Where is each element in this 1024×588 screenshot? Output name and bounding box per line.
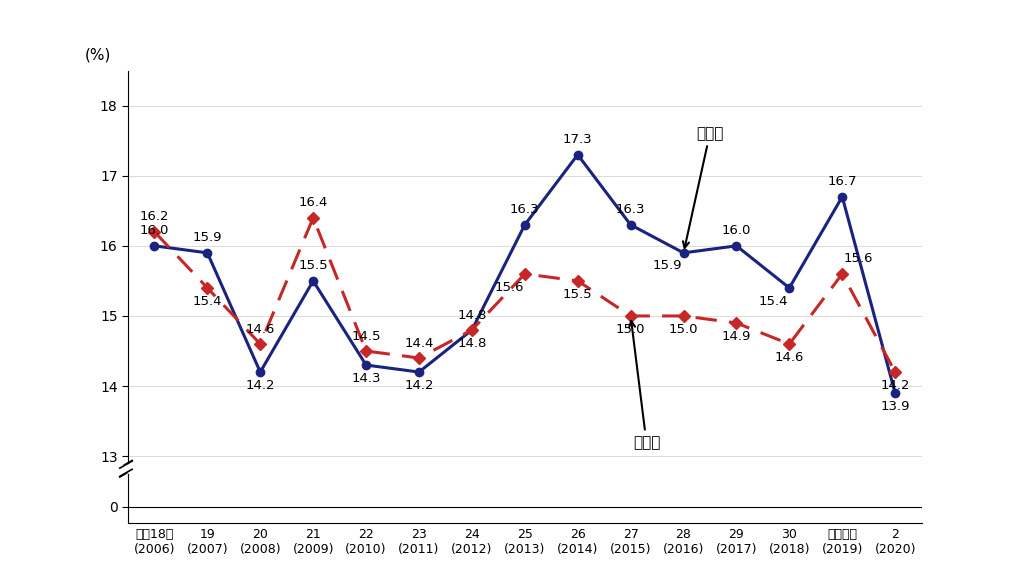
Text: 14.8: 14.8 bbox=[457, 336, 486, 350]
Text: 15.4: 15.4 bbox=[193, 295, 222, 308]
Text: 15.4: 15.4 bbox=[759, 295, 788, 308]
Text: 15.0: 15.0 bbox=[615, 323, 645, 336]
Text: 14.8: 14.8 bbox=[457, 309, 486, 322]
Text: 14.2: 14.2 bbox=[404, 379, 434, 392]
Text: 14.6: 14.6 bbox=[246, 323, 275, 336]
Text: (%): (%) bbox=[84, 48, 111, 63]
Text: 15.9: 15.9 bbox=[193, 232, 222, 245]
Text: 14.4: 14.4 bbox=[404, 336, 434, 350]
Text: 15.6: 15.6 bbox=[844, 252, 872, 265]
Text: 15.9: 15.9 bbox=[653, 259, 682, 272]
Text: 16.7: 16.7 bbox=[827, 175, 857, 188]
Text: 16.3: 16.3 bbox=[510, 203, 540, 216]
Text: 15.6: 15.6 bbox=[495, 280, 523, 293]
Text: 14.3: 14.3 bbox=[351, 372, 381, 385]
Text: 17.3: 17.3 bbox=[563, 133, 593, 146]
Text: 14.6: 14.6 bbox=[774, 350, 804, 363]
Text: 16.2: 16.2 bbox=[139, 211, 169, 223]
Text: 15.5: 15.5 bbox=[563, 288, 593, 300]
Text: 16.3: 16.3 bbox=[615, 203, 645, 216]
Text: 14.9: 14.9 bbox=[722, 330, 752, 343]
Text: 16.4: 16.4 bbox=[298, 196, 328, 209]
Text: 13.9: 13.9 bbox=[881, 400, 910, 413]
Text: 14.2: 14.2 bbox=[881, 379, 910, 392]
Text: 入職率: 入職率 bbox=[683, 126, 724, 248]
Text: 離職率: 離職率 bbox=[629, 321, 660, 450]
Text: 16.0: 16.0 bbox=[722, 225, 752, 238]
Text: 15.0: 15.0 bbox=[669, 323, 698, 336]
Text: 15.5: 15.5 bbox=[298, 259, 328, 272]
Text: 14.2: 14.2 bbox=[246, 379, 275, 392]
Text: 14.5: 14.5 bbox=[351, 330, 381, 343]
Text: 16.0: 16.0 bbox=[139, 225, 169, 238]
